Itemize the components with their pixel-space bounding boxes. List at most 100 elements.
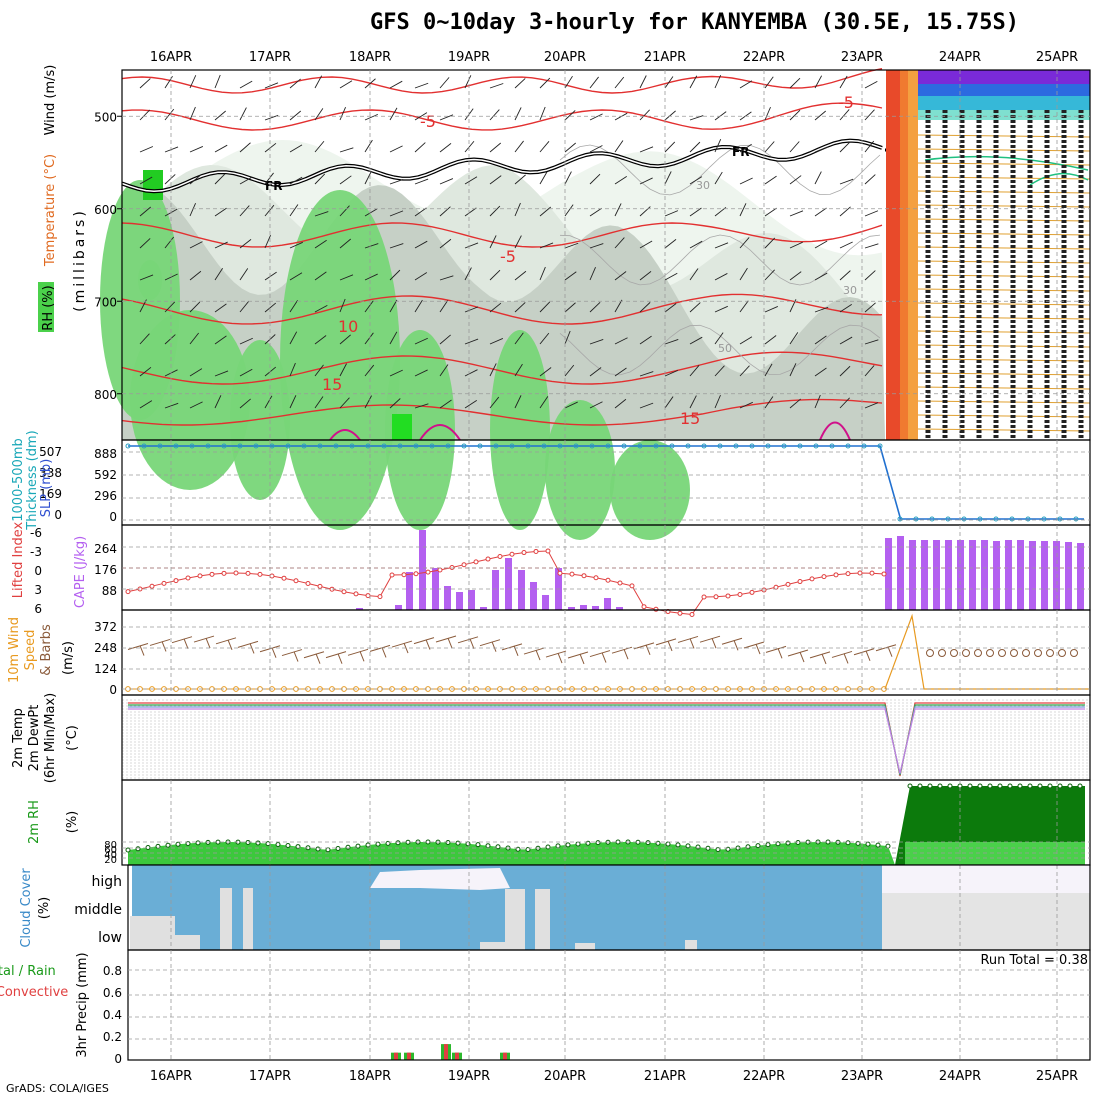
wind-barb [814, 367, 827, 377]
lifted-index-marker [461, 562, 467, 568]
wind-barb [839, 206, 851, 217]
thickness-marker [637, 443, 643, 449]
wind-barb [714, 305, 728, 313]
wind-barb [714, 332, 724, 345]
wind-barb [164, 174, 176, 185]
lifted-index-tick: -6 [30, 526, 42, 540]
cape-bar [933, 540, 940, 610]
wind-barb [364, 78, 376, 89]
lifted-index-marker [233, 570, 239, 576]
temp2m-label: (6hr Min/Max) [43, 693, 58, 783]
wind10m-label: & Barbs [39, 624, 54, 676]
rh2m-tick: 40 [104, 850, 117, 861]
wind-barb [189, 241, 203, 249]
thickness-label: 1000-500mb [11, 438, 26, 522]
rh2m-marker [715, 847, 721, 853]
wind-barb [564, 401, 578, 409]
wind-barb [689, 268, 699, 281]
wind-barb [739, 80, 753, 89]
thickness-marker [221, 443, 227, 449]
temperature-line [128, 702, 1085, 777]
freezing-line-inner [121, 139, 883, 193]
wind-barb [414, 207, 427, 217]
wind-barb [389, 107, 398, 121]
lifted-index-marker [317, 583, 323, 589]
wind-barb [639, 402, 654, 409]
wind-barb [214, 395, 222, 409]
wind-barb [139, 78, 151, 89]
cape-bar [568, 607, 575, 610]
rh-high-region [610, 440, 690, 540]
date-label-bottom: 21APR [644, 1069, 686, 1084]
thickness-marker [861, 443, 867, 449]
chart-title: GFS 0~10day 3-hourly for KANYEMBA (30.5E… [370, 10, 1020, 35]
thickness-marker [301, 443, 307, 449]
wind-barb [489, 142, 502, 153]
thickness-marker [493, 443, 499, 449]
lifted-index-marker [617, 580, 623, 586]
lifted-index-marker [869, 570, 875, 576]
wind-barb [864, 174, 876, 185]
rh2m-marker [315, 846, 321, 852]
wind-barb [314, 335, 327, 345]
wind-barb [589, 650, 611, 658]
wind-barb [614, 271, 627, 281]
wind-barb [171, 636, 193, 644]
rh2m-marker [845, 840, 851, 846]
calm-wind-marker [986, 649, 994, 657]
precip-tick: 0.2 [103, 1030, 122, 1044]
slp-tick: 592 [94, 468, 117, 482]
temperature-contour [121, 102, 883, 131]
thickness-marker [993, 516, 999, 522]
wind-barb [664, 141, 676, 153]
wind-barb [289, 272, 303, 281]
rh2m-marker [1017, 783, 1023, 789]
wind-barb [789, 141, 800, 153]
wind-barb [457, 636, 479, 644]
wind-barb [439, 275, 454, 281]
lifted-index-tick: 6 [34, 602, 42, 616]
wind-barb [364, 139, 373, 153]
date-label-top: 16APR [150, 50, 192, 65]
wind-barb [839, 241, 853, 249]
cape-bar [480, 607, 487, 610]
contour-label: 15 [680, 409, 700, 428]
wind-barb [314, 396, 324, 409]
cape-bar [885, 538, 892, 610]
wind-barb [664, 272, 678, 281]
contour-label: -5 [420, 112, 436, 131]
wind-barb [639, 75, 647, 89]
lifted-index-marker [689, 611, 695, 617]
lifted-index-marker [353, 591, 359, 597]
wind-barb [139, 333, 150, 345]
wind-barb [489, 302, 502, 313]
wind-barb [839, 178, 854, 185]
lifted-index-marker [593, 575, 599, 581]
wind-barb [764, 141, 775, 153]
cape-bar [616, 607, 623, 610]
rh2m-label: 2m RH [27, 800, 42, 844]
wind-barb [564, 364, 575, 377]
lifted-index-marker [209, 571, 215, 577]
thickness-marker [365, 443, 371, 449]
lifted-index-marker [269, 573, 275, 579]
wind-barb [464, 267, 472, 281]
wind-barb [831, 650, 853, 658]
thickness-marker [509, 443, 515, 449]
lifted-index-marker [425, 569, 431, 575]
wind-barb [127, 643, 149, 651]
temperature-dense-band [900, 70, 908, 440]
wind-barb [239, 80, 253, 89]
wind-barb [839, 109, 850, 121]
date-label-top: 20APR [544, 50, 586, 65]
wind-barb [364, 171, 372, 185]
wind-barb [514, 140, 524, 153]
rh-high-region [138, 260, 162, 300]
lifted-index-marker [125, 589, 131, 595]
wind-barb [364, 300, 374, 313]
convective-bar [444, 1044, 448, 1060]
lifted-index-marker [365, 593, 371, 599]
thickness-tick: 169 [39, 487, 62, 501]
wind-barb [214, 241, 228, 249]
